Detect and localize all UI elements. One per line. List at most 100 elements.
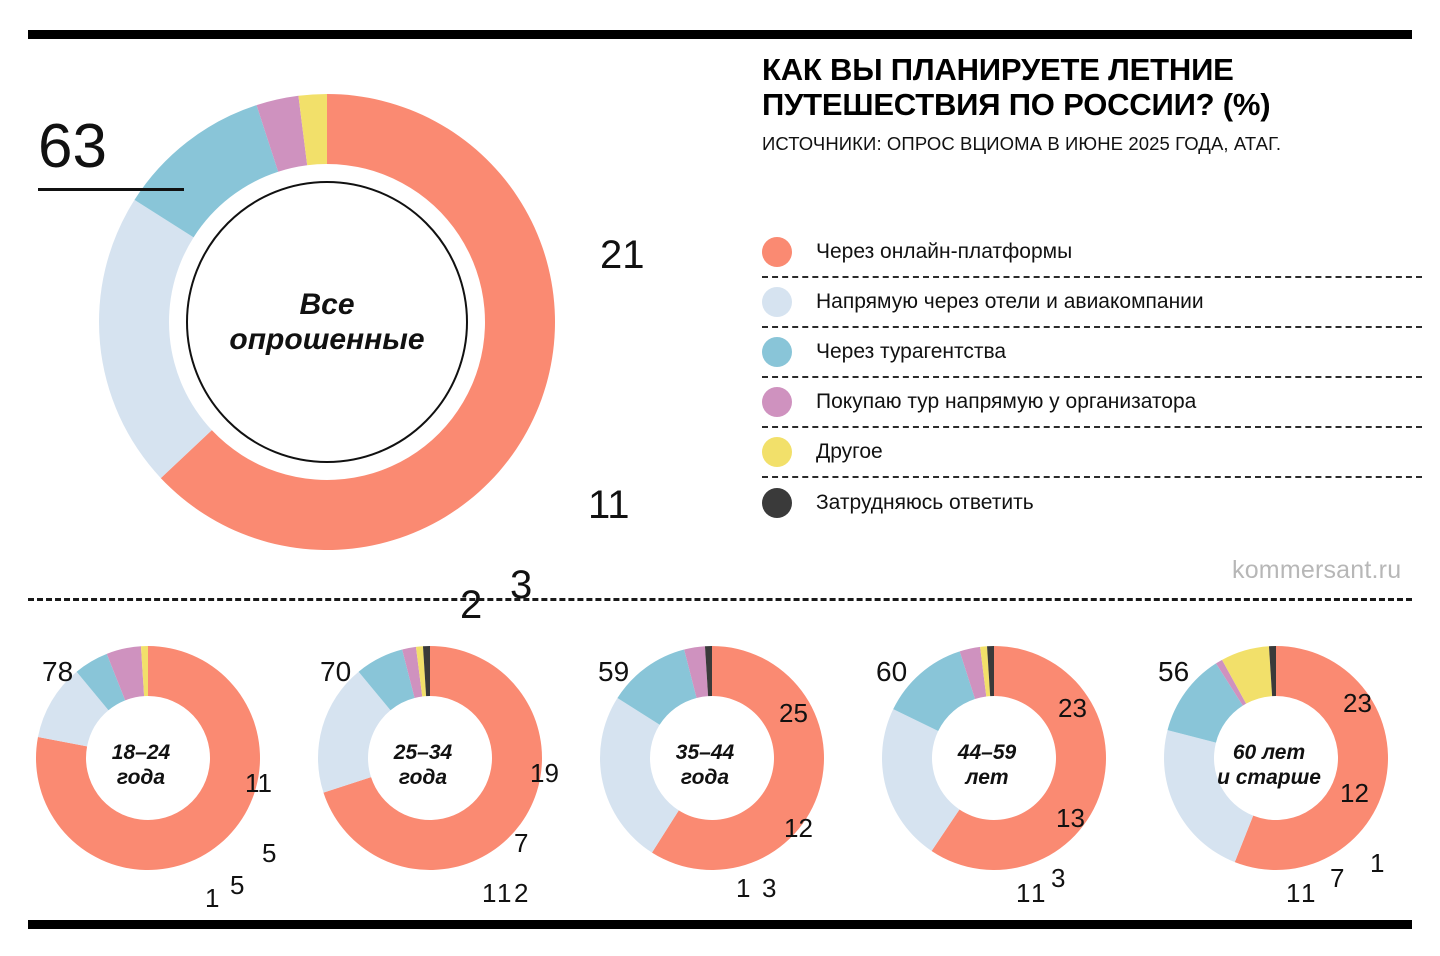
legend-swatch-icon [762,237,792,267]
age-donut-slice [959,646,987,699]
main-inner-circle [186,181,468,463]
age-value-label: 19 [530,758,559,788]
header-block: КАК ВЫ ПЛАНИРУЕТЕ ЛЕТНИЕ ПУТЕШЕСТВИЯ ПО … [762,52,1422,155]
age-donut-slice [323,646,542,870]
age-donut-slice [415,646,427,697]
age-donut-slice [980,646,991,697]
age-value-label: 1 [1031,878,1046,908]
age-donut-slice [651,646,824,870]
age-value-label: 23 [1058,693,1087,723]
age-value-label: 1 [736,873,751,903]
age-donut-slice [422,646,430,697]
age-donut-svg [1164,646,1388,870]
watermark: kommersant.ru [1232,556,1402,584]
source-note: ИСТОЧНИКИ: ОПРОС ВЦИОМА В ИЮНЕ 2025 ГОДА… [762,132,1282,154]
legend-label: Через турагентства [816,340,1007,363]
age-value-label: 1 [497,878,512,908]
age-donut-slice [617,649,697,725]
age-value-label: 1 [205,883,220,913]
age-donut-slice [600,697,679,853]
age-donut-slice [358,649,415,711]
main-value-label: 2 [460,583,483,627]
age-value-label: 5 [262,838,277,868]
age-donut-chart: 25–34 года 70 19 7 2 1 1 [312,640,562,906]
age-donut-slice [882,709,960,852]
age-value-label: 1 [1016,878,1031,908]
main-donut-slice [256,95,308,172]
legend-row: Напрямую через отели и авиакомпании [762,278,1422,328]
bottom-rule [28,920,1412,929]
age-donut-slice [318,671,391,793]
age-value-label: 1 [482,878,497,908]
legend-label: Другое [816,440,883,463]
legend-row: Через турагентства [762,328,1422,378]
main-donut-chart: Все опрошенные 21 11 3 2 [40,60,720,625]
age-breakdown-row: 18–24 года 78 11 5 5 1 25–34 года 70 19 7 2 1 1 35–44 го… [0,618,1440,911]
age-donut-slice [1268,646,1276,697]
page-title: КАК ВЫ ПЛАНИРУЕТЕ ЛЕТНИЕ ПУТЕШЕСТВИЯ ПО … [762,52,1422,123]
legend-swatch-icon [762,287,792,317]
section-divider [28,598,1412,601]
age-lead-value: 70 [320,656,352,687]
age-donut-chart: 60 лет и старше 56 23 12 1 7 1 1 [1158,640,1408,906]
page-title-line2: ПУТЕШЕСТВИЯ ПО РОССИИ? (%) [762,87,1271,123]
age-donut-slice [140,646,148,697]
age-donut-chart: 18–24 года 78 11 5 5 1 [30,640,280,911]
legend-swatch-icon [762,437,792,467]
legend-row: Другое [762,428,1422,478]
age-donut-slice [106,646,145,701]
main-lead-line [38,188,184,191]
age-value-label: 25 [779,698,808,728]
age-lead-value: 56 [1158,656,1190,687]
age-value-label: 23 [1343,688,1372,718]
main-value-label: 21 [600,233,645,277]
legend-row: Затрудняюсь ответить [762,478,1422,528]
legend: Через онлайн-платформы Напрямую через оте… [762,228,1422,528]
age-value-label: 1 [1370,848,1385,878]
page-title-line1: КАК ВЫ ПЛАНИРУЕТЕ ЛЕТНИЕ [762,52,1234,87]
age-value-label: 1 [1286,878,1301,908]
age-donut-svg [318,646,542,870]
legend-swatch-icon [762,488,792,518]
age-donut-slice [1167,663,1243,743]
main-donut-slice [98,199,212,479]
legend-row: Через онлайн-платформы [762,228,1422,278]
main-donut-slice [160,94,555,550]
age-donut-svg [36,646,261,870]
age-donut-slice [704,646,712,697]
age-value-label: 13 [1056,803,1085,833]
top-rule [28,30,1412,39]
age-donut-chart: 35–44 года 59 25 12 3 1 [594,640,844,901]
age-value-label: 3 [1051,863,1066,893]
legend-label: Покупаю тур напрямую у организатора [816,390,1197,413]
age-value-label: 5 [230,870,245,900]
age-donut-slice [1222,646,1273,704]
age-donut-chart: 44–59 лет 60 23 13 3 1 1 [876,640,1126,906]
age-lead-value: 59 [598,656,630,687]
main-donut-slice [134,105,279,238]
legend-row: Покупаю тур напрямую у организатора [762,378,1422,428]
age-donut-svg [882,646,1106,870]
age-donut-slice [37,671,109,747]
age-donut-slice [1164,730,1254,863]
legend-label: Напрямую через отели и авиакомпании [816,290,1204,313]
main-value-label: 11 [588,483,630,527]
main-donut-slice [298,94,327,166]
age-donut-slice [76,653,126,711]
main-lead-value: 63 [38,112,107,181]
age-donut-svg [600,646,824,870]
age-donut-slice [1234,646,1388,870]
age-donut-slice [931,646,1106,870]
age-donut-slice [684,646,709,698]
legend-swatch-icon [762,387,792,417]
age-donut-slice [987,646,994,697]
age-value-label: 3 [762,873,777,903]
age-value-label: 12 [1340,778,1369,808]
main-value-label: 3 [510,563,533,607]
age-value-label: 7 [1330,863,1345,893]
age-value-label: 1 [1301,878,1316,908]
main-donut-svg [98,94,555,550]
age-donut-slice [36,646,261,870]
age-value-label: 11 [245,768,272,798]
age-value-label: 7 [514,828,529,858]
